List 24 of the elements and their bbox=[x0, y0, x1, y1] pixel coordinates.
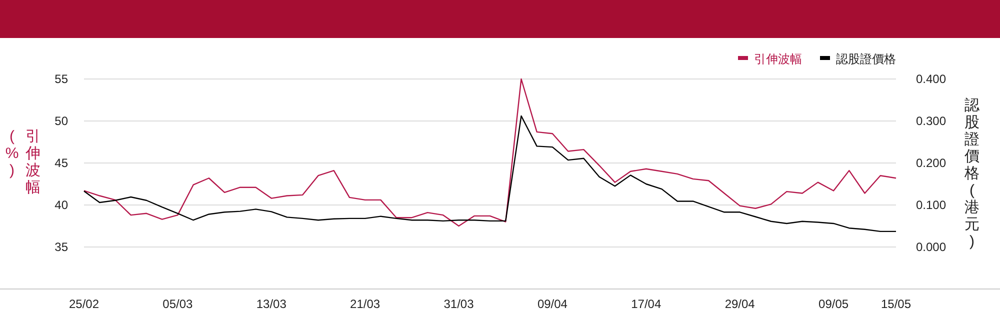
y2-tick-label: 0.300 bbox=[916, 114, 946, 128]
x-tick-label: 17/04 bbox=[631, 297, 662, 311]
y2-tick-label: 0.000 bbox=[916, 240, 946, 254]
x-tick-label: 21/03 bbox=[350, 297, 380, 311]
y-tick-label: 55 bbox=[54, 72, 68, 86]
x-tick-label: 15/05 bbox=[880, 297, 912, 311]
y-tick-label: 45 bbox=[54, 156, 68, 170]
text: 認股證價格(港元) bbox=[964, 97, 980, 250]
y-tick-label: 35 bbox=[54, 240, 68, 254]
x-tick-label: 25/02 bbox=[68, 297, 100, 311]
y2-tick-label: 0.400 bbox=[916, 72, 946, 86]
y2-tick-label: 0.200 bbox=[916, 156, 946, 170]
x-tick-label: 31/03 bbox=[444, 297, 474, 311]
x-tick-label: 05/03 bbox=[162, 297, 194, 311]
y2-tick-label: 0.100 bbox=[916, 198, 946, 212]
x-tick-label: 13/03 bbox=[256, 297, 287, 311]
x-tick-label: 09/05 bbox=[818, 297, 849, 311]
y-tick-label: 50 bbox=[54, 114, 68, 128]
x-tick-label: 29/04 bbox=[724, 297, 756, 311]
y-tick-label: 40 bbox=[54, 198, 68, 212]
x-tick-label: 09/04 bbox=[537, 297, 568, 311]
text: 引伸波幅(%) bbox=[5, 128, 40, 196]
legend-label: 認股證價格 bbox=[836, 52, 896, 66]
legend-label: 引伸波幅 bbox=[754, 52, 802, 66]
